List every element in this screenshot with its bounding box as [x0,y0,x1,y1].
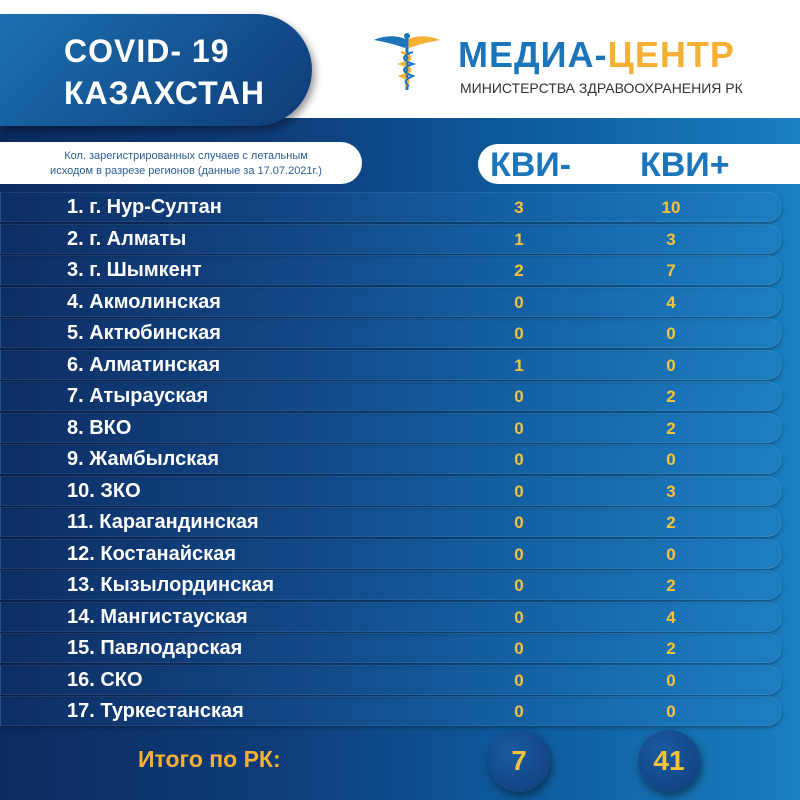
caption-line-2: исходом в разрезе регионов (данные за 17… [50,165,322,177]
table-row: 8. ВКО 0 2 [0,412,782,443]
brand-part-1: МЕДИА- [458,34,608,75]
value-negative: 2 [514,261,524,280]
title-line-2: КАЗАХСТАН [64,75,265,111]
region-name: 9. Жамбылская [67,448,220,470]
title-box: COVID- 19 КАЗАХСТАН [0,14,312,126]
region-name: 3. г. Шымкент [67,259,202,281]
brand-name: МЕДИА-ЦЕНТР [458,34,735,76]
value-positive: 0 [666,355,676,375]
table-row: 5. Актюбинская 0 0 [0,318,782,348]
table-row: 7. Атырауская 0 2 [0,381,782,411]
table-row: 11. Карагандинская 0 2 [0,507,782,537]
value-negative: 0 [514,418,524,438]
value-positive: 0 [666,324,676,343]
total-negative: 7 [488,730,550,792]
region-name: 12. Костанайская [67,542,236,565]
region-name: 13. Кызылординская [67,574,275,596]
value-positive: 7 [666,261,676,280]
table-row: 10. ЗКО 0 3 [0,475,782,506]
value-negative: 0 [514,292,524,312]
table-row: 6. Алматинская 1 0 [0,349,782,380]
value-positive: 4 [666,607,676,627]
value-negative: 1 [514,355,524,375]
region-name: 5. Актюбинская [67,322,221,344]
caption-line-1: Кол. зарегистрированных случаев с леталь… [64,150,308,162]
value-negative: 1 [514,229,524,249]
value-negative: 0 [514,702,524,721]
table-row: 16. СКО 0 0 [0,664,782,695]
total-label: Итого по РК: [138,746,281,772]
table-row: 1. г. Нур-Султан 3 10 [0,192,782,222]
value-positive: 4 [666,292,676,312]
table-background [0,118,800,800]
value-negative: 3 [514,198,524,217]
caduceus-icon [374,33,440,90]
region-name: 10. ЗКО [67,479,141,502]
region-name: 6. Алматинская [67,353,221,376]
table-row: 4. Акмолинская 0 4 [0,286,782,317]
region-name: 7. Атырауская [67,385,209,407]
table-row: 2. г. Алматы 1 3 [0,223,782,254]
value-negative: 0 [514,544,524,564]
total-positive: 41 [638,730,700,792]
region-name: 17. Туркестанская [67,700,244,722]
value-positive: 0 [666,544,676,564]
value-positive: 3 [666,481,676,501]
value-negative: 0 [514,670,524,690]
value-positive: 10 [661,198,681,217]
region-name: 16. СКО [67,668,143,691]
brand-subtitle: МИНИСТЕРСТВА ЗДРАВООХРАНЕНИЯ РК [460,80,743,96]
table-row: 14. Мангистауская 0 4 [0,601,782,632]
value-negative: 0 [514,513,524,532]
table-row: 9. Жамбылская 0 0 [0,444,782,474]
table-row: 12. Костанайская 0 0 [0,538,782,569]
region-name: 1. г. Нур-Султан [67,196,222,218]
value-negative: 0 [514,450,524,469]
column-header-negative: КВИ- [490,146,572,184]
table-row: 15. Павлодарская 0 2 [0,633,782,663]
table-row: 3. г. Шымкент 2 7 [0,255,782,285]
region-name: 11. Карагандинская [67,511,259,533]
column-headers: КВИ- КВИ+ [478,144,800,184]
region-name: 8. ВКО [67,416,132,439]
value-negative: 0 [514,387,524,406]
region-name: 14. Мангистауская [67,605,248,628]
value-positive: 2 [666,387,676,406]
value-negative: 0 [514,324,524,343]
value-negative: 0 [514,481,524,501]
value-negative: 0 [514,576,524,595]
value-negative: 0 [514,639,524,658]
table-row: 17. Туркестанская 0 0 [0,696,782,726]
value-positive: 2 [666,513,676,532]
brand-part-2: ЦЕНТР [607,34,735,75]
value-negative: 0 [514,607,524,627]
value-positive: 2 [666,418,676,438]
table-row: 13. Кызылординская 0 2 [0,570,782,600]
value-positive: 2 [666,639,676,658]
value-positive: 2 [666,576,676,595]
region-name: 2. г. Алматы [67,227,187,250]
column-header-positive: КВИ+ [640,146,730,184]
value-positive: 3 [666,229,676,249]
caption: Кол. зарегистрированных случаев с леталь… [0,142,362,184]
title-line-1: COVID- 19 [64,33,230,69]
region-name: 4. Акмолинская [67,290,221,313]
value-positive: 0 [666,450,676,469]
value-positive: 0 [666,702,676,721]
value-positive: 0 [666,670,676,690]
region-name: 15. Павлодарская [67,637,243,659]
